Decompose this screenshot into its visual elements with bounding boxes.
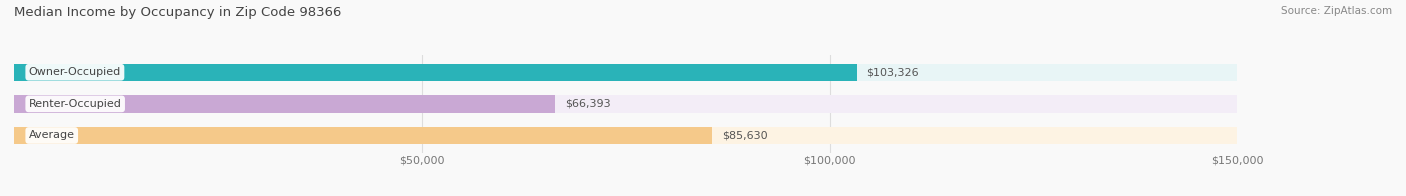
Bar xyxy=(14,127,1237,144)
Text: Average: Average xyxy=(28,131,75,141)
Bar xyxy=(14,95,555,113)
Bar xyxy=(14,127,713,144)
Text: $66,393: $66,393 xyxy=(565,99,610,109)
Text: Renter-Occupied: Renter-Occupied xyxy=(28,99,121,109)
Text: Owner-Occupied: Owner-Occupied xyxy=(28,67,121,77)
Bar xyxy=(14,64,856,81)
Text: $103,326: $103,326 xyxy=(866,67,920,77)
Text: Source: ZipAtlas.com: Source: ZipAtlas.com xyxy=(1281,6,1392,16)
Bar xyxy=(14,64,1237,81)
Text: Median Income by Occupancy in Zip Code 98366: Median Income by Occupancy in Zip Code 9… xyxy=(14,6,342,19)
Bar xyxy=(14,95,1237,113)
Text: $85,630: $85,630 xyxy=(723,131,768,141)
